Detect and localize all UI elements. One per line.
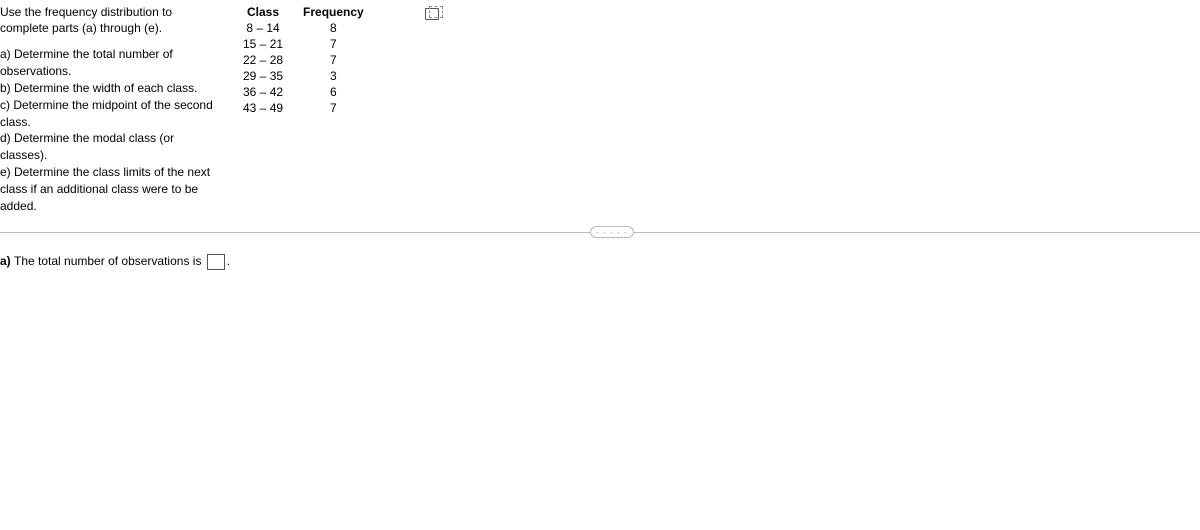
freq-cell: 7 — [293, 52, 374, 68]
table-row: 8 – 14 8 — [233, 20, 374, 36]
frequency-table: Class Frequency 8 – 14 8 15 – 21 7 22 – … — [233, 4, 374, 116]
table-row: 43 – 49 7 — [233, 100, 374, 116]
class-cell: 36 – 42 — [233, 84, 293, 100]
table-row: 15 – 21 7 — [233, 36, 374, 52]
freq-cell: 3 — [293, 68, 374, 84]
part-d: d) Determine the modal class (or classes… — [0, 130, 217, 164]
class-cell: 22 – 28 — [233, 52, 293, 68]
intro-text: Use the frequency distribution to comple… — [0, 4, 217, 36]
table-row: 36 – 42 6 — [233, 84, 374, 100]
class-cell: 8 – 14 — [233, 20, 293, 36]
part-c: c) Determine the midpoint of the second … — [0, 97, 217, 131]
part-b: b) Determine the width of each class. — [0, 80, 217, 97]
answer-input[interactable] — [207, 254, 225, 270]
table-header-frequency: Frequency — [293, 4, 374, 20]
freq-cell: 7 — [293, 100, 374, 116]
instructions-block: Use the frequency distribution to comple… — [0, 4, 225, 214]
frequency-table-section: Class Frequency 8 – 14 8 15 – 21 7 22 – … — [225, 4, 374, 214]
parts-list: a) Determine the total number of observa… — [0, 46, 217, 214]
answer-prefix: a) — [0, 255, 14, 269]
table-row: 22 – 28 7 — [233, 52, 374, 68]
class-cell: 29 – 35 — [233, 68, 293, 84]
freq-cell: 6 — [293, 84, 374, 100]
section-divider: · · · · · — [0, 226, 1200, 240]
answer-line: a) The total number of observations is . — [0, 254, 1200, 270]
table-header-class: Class — [233, 4, 293, 20]
freq-cell: 8 — [293, 20, 374, 36]
class-cell: 15 – 21 — [233, 36, 293, 52]
divider-expand-button[interactable]: · · · · · — [590, 226, 634, 238]
divider-dots: · · · · · — [596, 228, 627, 237]
answer-text: The total number of observations is — [14, 255, 205, 269]
part-a: a) Determine the total number of observa… — [0, 46, 217, 80]
answer-suffix: . — [227, 255, 230, 269]
freq-cell: 7 — [293, 36, 374, 52]
table-row: 29 – 35 3 — [233, 68, 374, 84]
answer-section: a) The total number of observations is . — [0, 240, 1200, 270]
part-e: e) Determine the class limits of the nex… — [0, 164, 217, 214]
class-cell: 43 – 49 — [233, 100, 293, 116]
copy-icon[interactable] — [425, 8, 439, 20]
